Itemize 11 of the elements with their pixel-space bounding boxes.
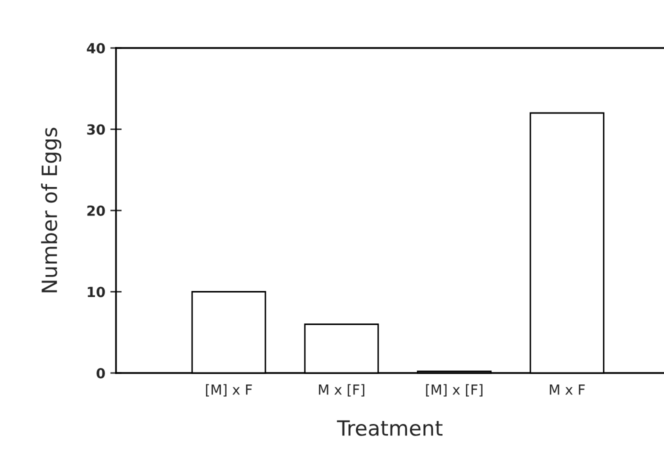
y-tick-label: 0 xyxy=(96,368,105,378)
y-tick-label: 10 xyxy=(88,286,105,298)
x-tick-label: [M] x [F] xyxy=(426,384,482,396)
y-tick-label: 30 xyxy=(87,124,105,135)
x-tick-label: M x F xyxy=(550,384,585,395)
y-tick-label: 20 xyxy=(87,205,105,216)
x-tick-label: [M] x F xyxy=(206,384,252,396)
x-axis-title: Treatment xyxy=(336,420,442,436)
x-tick-label: M x [F] xyxy=(318,384,364,396)
y-tick-label: 40 xyxy=(86,42,105,54)
y-axis-title: Number of Eggs xyxy=(41,128,62,292)
